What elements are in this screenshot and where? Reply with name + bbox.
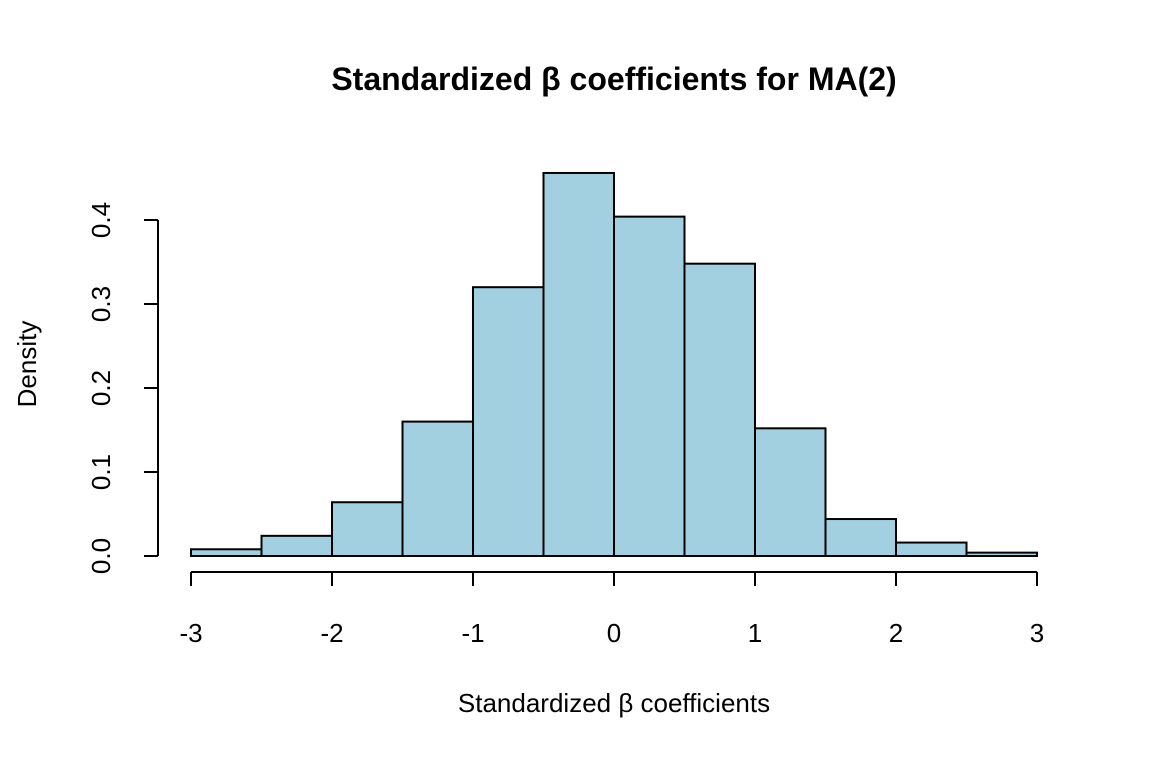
- y-tick-label: 0.2: [86, 370, 116, 406]
- histogram-bar-3: [401, 420, 474, 557]
- bars-group: [190, 171, 1038, 558]
- x-tick-label: 2: [889, 618, 903, 648]
- x-tick-label: -2: [320, 618, 343, 648]
- chart-title: Standardized β coefficients for MA(2): [331, 61, 896, 97]
- histogram-bar-4: [472, 286, 545, 557]
- y-axis-title: Density: [12, 321, 42, 408]
- y-tick-label: 0.1: [86, 454, 116, 490]
- x-tick-label: -1: [461, 618, 484, 648]
- histogram-bar-11: [965, 551, 1038, 558]
- x-tick-label: 1: [748, 618, 762, 648]
- histogram-bar-7: [683, 262, 756, 557]
- x-axis-title: Standardized β coefficients: [458, 688, 770, 718]
- y-axis: 0.0 0.1 0.2 0.3 0.4: [86, 202, 159, 574]
- histogram-bar-10: [895, 541, 968, 557]
- histogram-bar-6: [613, 215, 686, 557]
- histogram-bar-1: [260, 534, 333, 558]
- y-tick-label: 0.0: [86, 538, 116, 574]
- x-tick-label: 0: [607, 618, 621, 648]
- x-tick-label: -3: [179, 618, 202, 648]
- histogram-bar-5: [542, 171, 615, 558]
- x-axis: -3 -2 -1 0 1 2 3: [179, 571, 1044, 648]
- histogram-bar-8: [754, 427, 827, 558]
- y-tick-label: 0.4: [86, 202, 116, 238]
- histogram-bar-2: [331, 501, 404, 557]
- histogram-bar-9: [824, 518, 897, 557]
- x-tick-label: 3: [1030, 618, 1044, 648]
- histogram-bar-0: [190, 548, 263, 558]
- y-tick-label: 0.3: [86, 286, 116, 322]
